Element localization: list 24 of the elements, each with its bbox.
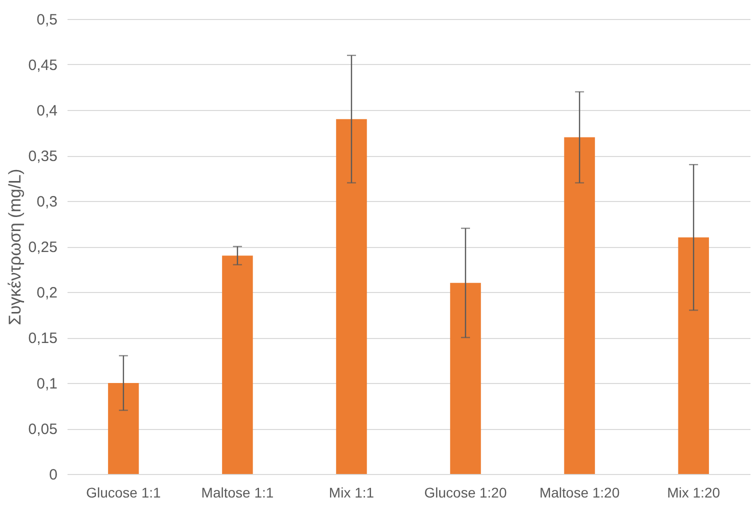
bar — [450, 282, 481, 474]
bar — [222, 256, 253, 474]
x-tick-label: Glucose 1:20 — [424, 484, 507, 500]
bar — [336, 119, 367, 474]
y-tick-label: 0 — [49, 466, 58, 484]
x-tick-label: Maltose 1:1 — [201, 484, 274, 500]
x-tick-label: Mix 1:20 — [667, 484, 720, 500]
y-tick-label: 0,15 — [28, 330, 58, 347]
bar — [678, 237, 709, 474]
x-tick-label: Mix 1:1 — [328, 484, 374, 500]
bar — [108, 383, 139, 474]
y-tick-label: 0,45 — [28, 57, 58, 74]
y-tick-label: 0,4 — [36, 102, 58, 120]
y-tick-label: 0,1 — [36, 376, 58, 392]
x-tick-label: Maltose 1:20 — [539, 484, 620, 500]
bar — [564, 137, 595, 474]
y-axis-title: Συγκέντρωση (mg/L) — [5, 168, 24, 326]
y-tick-label: 0,25 — [28, 239, 58, 256]
y-tick-label: 0,3 — [36, 194, 58, 210]
x-tick-label: Glucose 1:1 — [86, 484, 162, 500]
y-tick-label: 0,05 — [28, 421, 58, 438]
y-tick-label: 0,35 — [28, 148, 58, 165]
y-tick-label: 0,2 — [36, 284, 58, 302]
y-tick-label: 0,5 — [36, 12, 58, 28]
